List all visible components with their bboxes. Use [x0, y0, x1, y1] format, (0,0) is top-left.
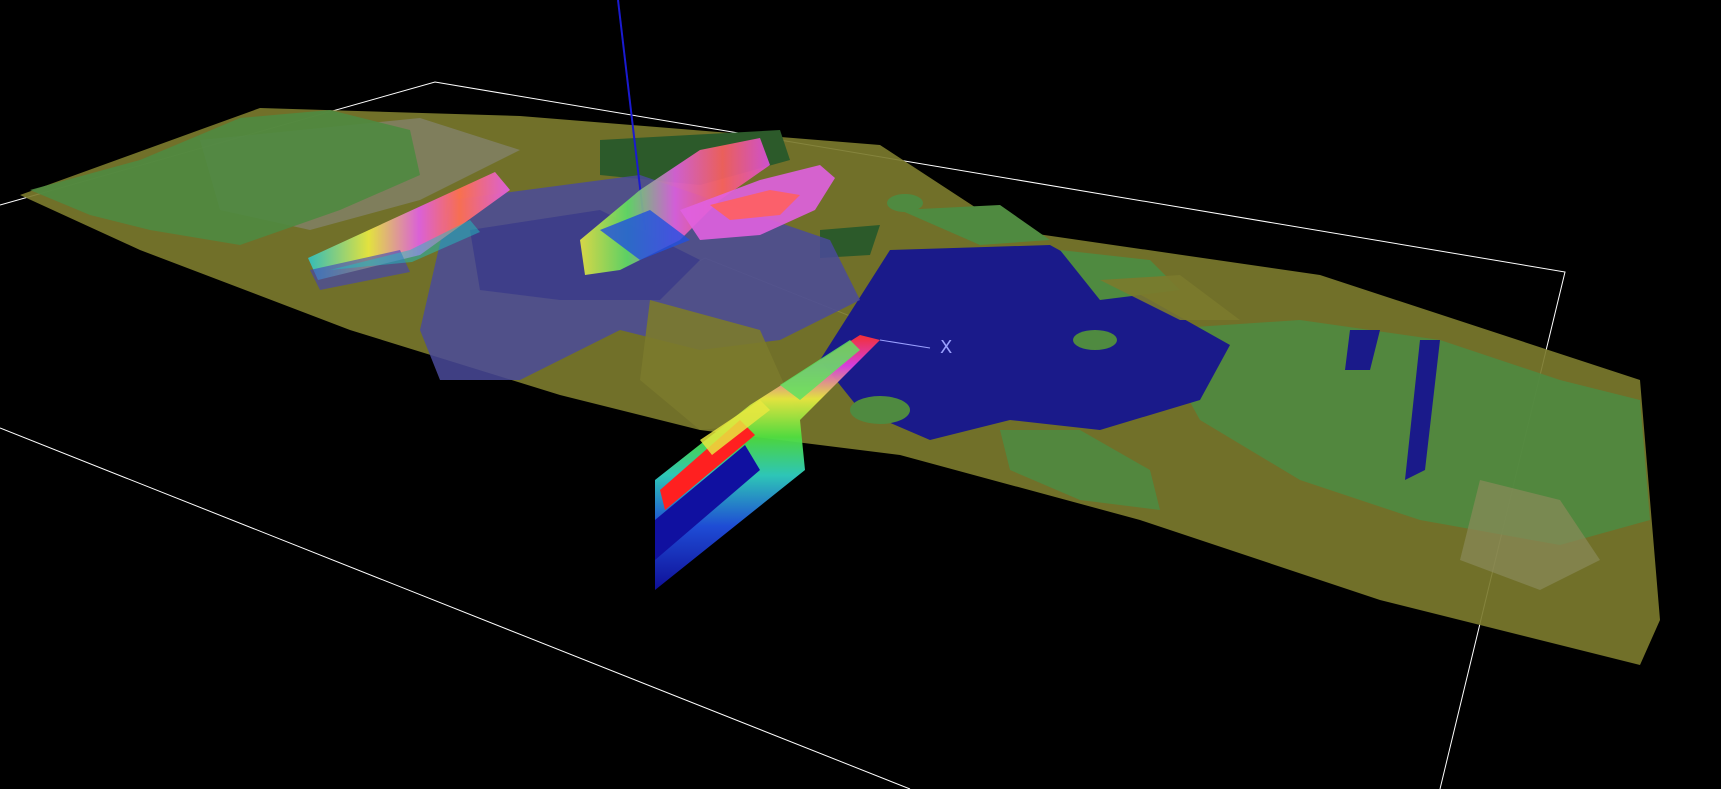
terrain-surface	[20, 108, 1660, 665]
section-slice-west	[308, 172, 510, 290]
axis-marker-line	[879, 339, 931, 349]
section-slice-north	[580, 138, 835, 275]
axis-marker-label: X	[940, 337, 952, 358]
section-slice-central	[655, 335, 880, 590]
